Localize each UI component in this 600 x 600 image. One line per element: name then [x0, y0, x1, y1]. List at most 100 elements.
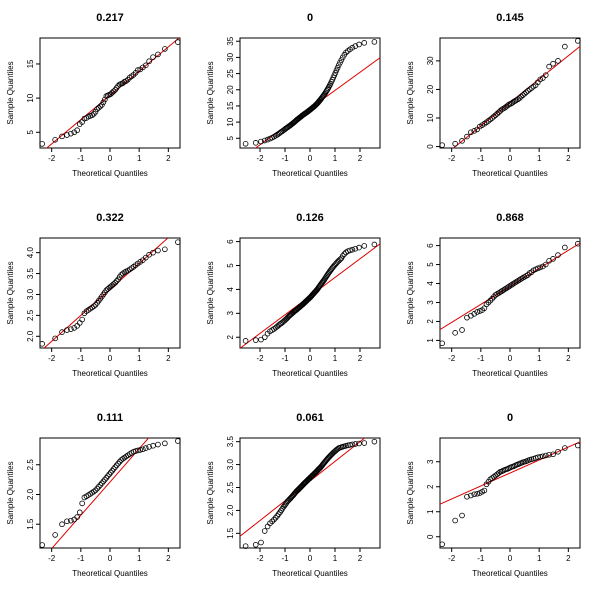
qq-point [113, 278, 120, 284]
qq-point [94, 106, 100, 112]
qq-point [39, 341, 45, 347]
qq-point [329, 450, 336, 457]
qq-point [520, 92, 526, 98]
qq-point [261, 334, 268, 341]
qq-point [79, 316, 85, 323]
y-tick-label: 2.5 [26, 309, 35, 321]
qq-point [471, 491, 478, 498]
qq-point [74, 514, 80, 520]
x-tick-label: 1 [137, 554, 142, 563]
qq-point [521, 90, 528, 97]
panel-title: 0.126 [296, 212, 324, 224]
qq-point [142, 445, 149, 451]
qq-point [100, 478, 107, 485]
qq-point [155, 247, 161, 254]
panel-title: 0 [507, 412, 513, 424]
x-tick-label: 2 [566, 154, 571, 163]
y-tick-label: 5 [426, 262, 435, 267]
qq-point [155, 441, 161, 448]
qq-point [123, 78, 129, 84]
plot-frame [39, 437, 181, 549]
qq-point [485, 299, 492, 306]
y-tick-label: 1.5 [226, 527, 235, 539]
x-tick-label: 0 [508, 554, 513, 563]
x-tick-label: 1 [333, 154, 338, 163]
panel-title: 0.061 [296, 412, 324, 424]
qq-point [439, 142, 445, 148]
qq-point [105, 473, 111, 479]
y-tick-label: 3 [426, 300, 435, 305]
qq-point [361, 40, 368, 46]
qq-point [371, 438, 378, 445]
qq-point [492, 112, 499, 118]
x-tick-label: -1 [477, 154, 485, 163]
qq-point [99, 480, 105, 486]
y-axis-label: Sample Quantiles [6, 61, 15, 124]
y-axis-label: Sample Quantiles [6, 261, 15, 324]
qq-point [515, 277, 521, 284]
x-tick-label: 2 [166, 154, 171, 163]
y-tick-label: 6 [426, 243, 435, 248]
y-tick-label: 3.5 [26, 267, 35, 279]
y-tick-label: 3.0 [26, 288, 35, 300]
qq-point [261, 528, 268, 534]
qq-point [337, 59, 343, 66]
qq-point [146, 58, 152, 65]
qq-point [474, 309, 480, 315]
qq-point [52, 335, 58, 342]
y-tick-label: 3.5 [226, 436, 235, 448]
qq-point [452, 330, 458, 336]
x-tick-label: 0 [108, 554, 113, 563]
x-tick-label: 1 [137, 354, 142, 363]
x-tick-label: 1 [333, 554, 338, 563]
qq-point [352, 245, 359, 252]
qq-point [494, 110, 500, 117]
x-axis-label: Theoretical Quantiles [72, 169, 148, 178]
qq-panel: 0.126 -2 -1 0 1 2 2 3 4 5 6 Theoretical Quantiles Sa… [206, 212, 381, 378]
qq-point [459, 512, 465, 519]
qq-point [155, 51, 161, 58]
qq-reference-line [51, 438, 150, 548]
qq-point [102, 476, 108, 483]
y-tick-label: 0 [426, 534, 435, 539]
qq-point [162, 246, 168, 253]
qq-point [175, 438, 181, 444]
qq-point [112, 464, 118, 470]
qq-point [135, 447, 141, 454]
qq-point [489, 115, 495, 121]
qq-point [347, 442, 353, 448]
y-tick-label: 30 [426, 56, 435, 65]
x-tick-label: 2 [166, 354, 171, 363]
x-tick-label: 1 [537, 154, 542, 163]
qq-point [274, 513, 281, 519]
qq-point [562, 445, 568, 451]
y-tick-label: 6 [226, 239, 235, 244]
plot-frame [39, 237, 181, 349]
plot-frame [439, 37, 581, 149]
x-tick-label: 0 [308, 154, 313, 163]
qq-point [500, 287, 507, 293]
qq-point [175, 39, 181, 45]
qq-point [95, 483, 102, 490]
qq-point [459, 138, 465, 144]
qq-point [146, 444, 152, 450]
qq-point [116, 458, 123, 465]
qq-point [282, 316, 289, 323]
qq-point [546, 63, 552, 70]
qq-point [542, 452, 549, 459]
qq-point [264, 136, 271, 143]
qq-point [464, 493, 470, 500]
x-tick-label: -1 [477, 554, 485, 563]
qq-point [499, 288, 505, 294]
x-axis-label: Theoretical Quantiles [472, 169, 548, 178]
qq-point [505, 102, 511, 109]
qq-point [242, 338, 249, 344]
qq-point [97, 103, 104, 110]
qq-point [92, 108, 99, 115]
y-tick-label: 3 [426, 459, 435, 464]
y-tick-label: 2.5 [226, 481, 235, 493]
qq-point [371, 39, 378, 45]
x-tick-label: -1 [77, 354, 85, 363]
qq-point [518, 93, 525, 100]
qq-point [503, 285, 510, 292]
